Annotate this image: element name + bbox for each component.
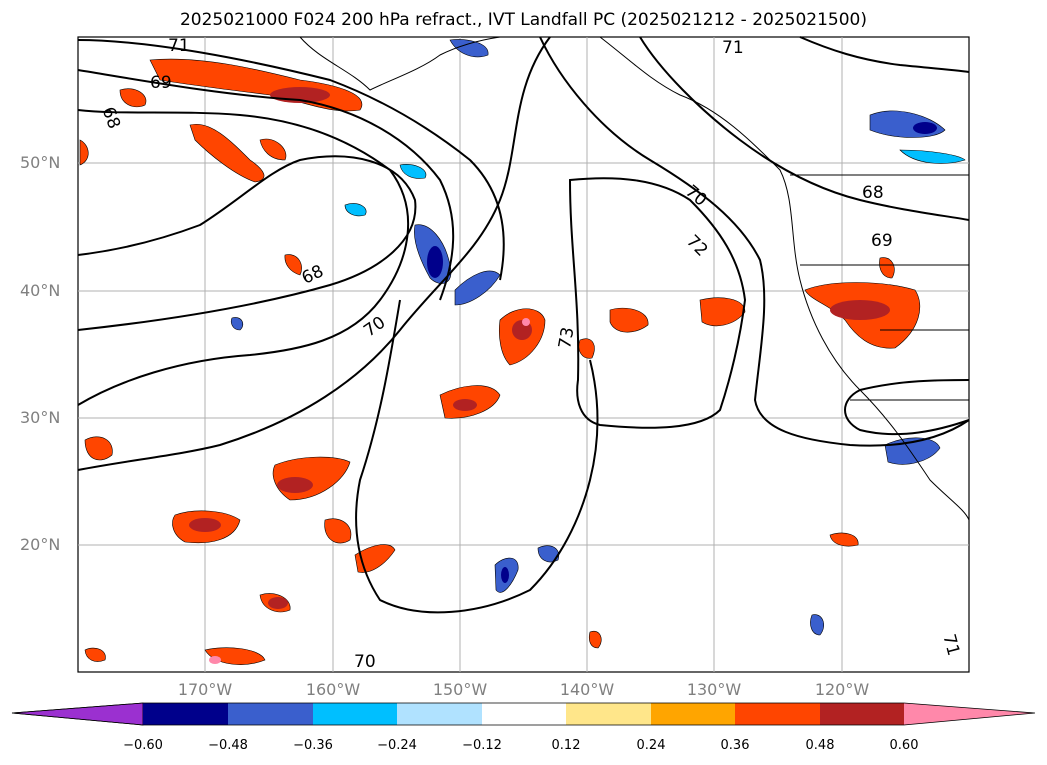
anomaly-blob: [609, 307, 649, 333]
colorbar-tick: 0.36: [720, 738, 750, 753]
contour-label: 71: [722, 38, 744, 58]
anomaly-blob: [344, 203, 367, 217]
anomaly-blob: [537, 545, 560, 563]
north-america-coast: [599, 36, 970, 521]
colorbar-outline: [11, 702, 1036, 726]
contour-71-right: [639, 36, 970, 221]
lon-label: 170°W: [177, 680, 233, 699]
lon-label: 120°W: [814, 680, 870, 699]
anomaly-blob: [284, 254, 302, 276]
anomaly-blob: [119, 88, 147, 108]
lat-label: 20°N: [20, 535, 61, 554]
contour-inner: [355, 299, 599, 614]
anomaly-blob: [84, 647, 106, 662]
contour-label: 68: [862, 183, 884, 203]
map-title: 2025021000 F024 200 hPa refract., IVT La…: [179, 10, 867, 30]
lat-label: 30°N: [20, 408, 61, 427]
anomaly-blob: [79, 139, 89, 166]
contour-label: 69: [871, 231, 893, 251]
lat-label: 50°N: [20, 153, 61, 172]
alaska-coast: [299, 36, 501, 91]
lat-label: 40°N: [20, 281, 61, 300]
contour-70-b: [77, 36, 551, 471]
colorbar-bin: [397, 703, 482, 725]
coastline: [299, 36, 970, 521]
colorbar-bin: [735, 703, 820, 725]
colorbar-tick: −0.48: [208, 738, 248, 753]
contour-69-right: [844, 379, 970, 436]
anomaly-blob: [899, 149, 966, 164]
colorbar-bin: [313, 703, 397, 725]
colorbar-tick: −0.36: [293, 738, 333, 753]
colorbar-tick: −0.60: [123, 738, 163, 753]
anomaly-blob: [230, 317, 244, 331]
colorbar-tick: 0.24: [636, 738, 666, 753]
anomaly-blob: [588, 630, 602, 649]
contour-top-right: [799, 36, 970, 73]
anomaly-blob: [259, 138, 287, 161]
colorbar-extend-max: [904, 703, 1035, 725]
refractivity-contours: [77, 36, 970, 614]
anomaly-blob: [879, 257, 895, 279]
strong-positive-cores: [189, 87, 890, 609]
anomaly-blob: [189, 123, 265, 183]
anomaly-blob: [699, 297, 746, 327]
extreme-positive-cores: [209, 318, 530, 664]
lon-label: 150°W: [432, 680, 488, 699]
colorbar-tick: 0.60: [889, 738, 919, 753]
anomaly-blob: [84, 436, 113, 461]
anomaly-blob: [449, 39, 489, 58]
colorbar: [11, 702, 1036, 726]
colorbar-bin: [566, 703, 651, 725]
lon-label: 160°W: [305, 680, 361, 699]
lon-label: 140°W: [559, 680, 615, 699]
contour-label: 69: [150, 73, 172, 93]
colorbar-bin: [820, 703, 904, 725]
contour-72: [539, 36, 970, 447]
contour-70-left: [77, 109, 410, 406]
contour-label: 71: [168, 36, 190, 56]
anomaly-blob: [399, 164, 427, 179]
contour-69: [77, 69, 455, 301]
contour-label: 70: [354, 652, 376, 672]
colorbar-bin: [228, 703, 313, 725]
colorbar-bin: [143, 703, 228, 725]
contour-71: [77, 39, 505, 281]
anomaly-blob: [810, 614, 824, 636]
lon-label: 130°W: [686, 680, 742, 699]
strong-negative-cores: [427, 122, 937, 583]
anomaly-blob: [829, 532, 859, 547]
colorbar-tick: 0.48: [805, 738, 835, 753]
colorbar-bin: [651, 703, 735, 725]
colorbar-tick: 0.12: [551, 738, 581, 753]
anomaly-blob: [324, 518, 352, 544]
colorbar-extend-min: [11, 702, 144, 726]
colorbar-bin: [482, 703, 566, 725]
colorbar-tick: −0.24: [377, 738, 417, 753]
contour-73: [568, 177, 747, 429]
contour-label: 73: [555, 325, 579, 351]
contour-68: [77, 155, 417, 331]
colorbar-tick: −0.12: [462, 738, 502, 753]
